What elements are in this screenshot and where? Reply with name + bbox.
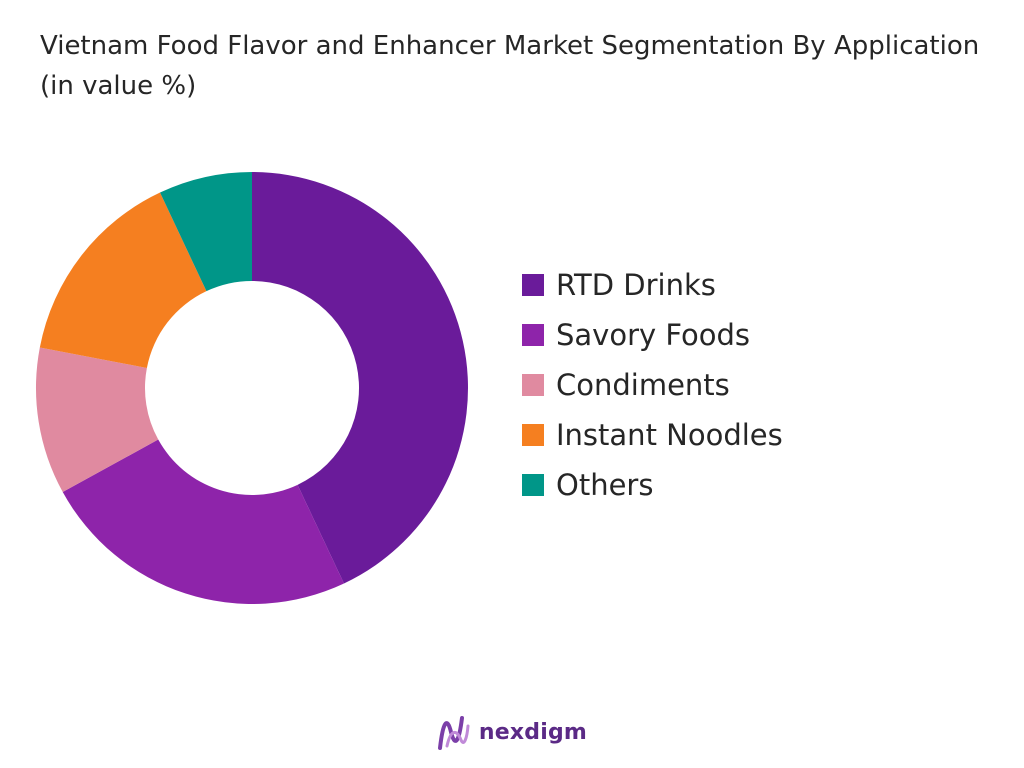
legend-label: Savory Foods bbox=[556, 318, 751, 352]
legend-item: Savory Foods bbox=[522, 310, 783, 360]
legend-swatch bbox=[522, 274, 544, 296]
donut-slice-others bbox=[160, 172, 252, 292]
legend-swatch bbox=[522, 474, 544, 496]
legend-item: Instant Noodles bbox=[522, 410, 783, 460]
nexdigm-logo-icon bbox=[437, 716, 470, 750]
legend-label: Condiments bbox=[556, 368, 730, 402]
legend-label: Instant Noodles bbox=[556, 418, 783, 452]
chart-title: Vietnam Food Flavor and Enhancer Market … bbox=[40, 31, 980, 101]
donut-slice-rtd-drinks bbox=[252, 172, 468, 584]
legend-swatch bbox=[522, 324, 544, 346]
legend-label: Others bbox=[556, 468, 654, 502]
brand-name: nexdigm bbox=[478, 719, 588, 745]
legend-swatch bbox=[522, 374, 544, 396]
brand-footer: nexdigm bbox=[0, 712, 1024, 752]
chart-legend: RTD Drinks Savory Foods Condiments Instant … bbox=[522, 260, 783, 510]
legend-swatch bbox=[522, 424, 544, 446]
donut-slice-instant-noodles bbox=[39, 192, 207, 368]
legend-label: RTD Drinks bbox=[556, 268, 716, 302]
legend-item: RTD Drinks bbox=[522, 260, 783, 310]
legend-item: Others bbox=[522, 460, 783, 510]
donut-slice-condiments bbox=[36, 347, 159, 493]
donut-slice-savory-foods bbox=[62, 439, 344, 604]
legend-item: Condiments bbox=[522, 360, 783, 410]
